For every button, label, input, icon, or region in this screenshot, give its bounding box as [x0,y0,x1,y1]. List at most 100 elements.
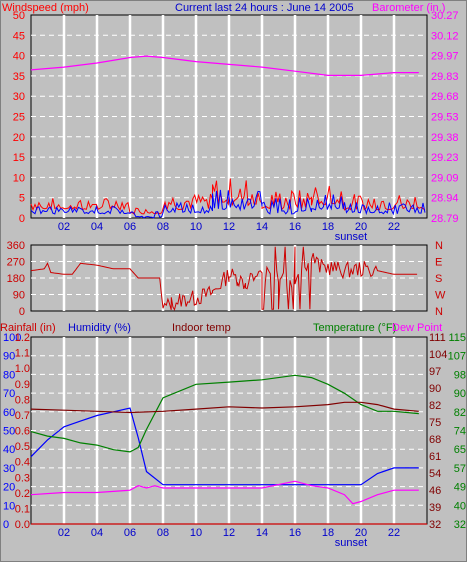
temperature-tick-label: 111 [429,332,446,344]
humidity-line [30,407,419,486]
rainfall-tick-label: 1.0 [15,363,30,375]
barometer-tick-label: 29.38 [431,132,459,144]
dewpoint-tick-label: 65 [454,444,466,456]
humidity-tick-label: 20 [3,482,15,494]
barometer-tick-label: 29.23 [431,152,459,164]
x-tick-label: 10 [190,221,202,233]
dewpoint-tick-label: 115 [448,332,466,344]
x-tick-label: 04 [91,221,103,233]
dewpoint-tick-label: 57 [454,463,466,475]
barometer-axis-title: Barometer (in.) [372,2,446,14]
indoor-temp-title: Indoor temp [172,322,231,334]
compass-tick-label: S [435,273,442,285]
humidity-tick-label: 70 [3,388,15,400]
humidity-tick-label: 0 [3,519,9,531]
x-tick-label: 18 [322,527,334,539]
barometer-tick-label: 29.97 [431,51,459,63]
rainfall-tick-label: 0.8 [15,394,30,406]
humidity-tick-label: 40 [3,444,15,456]
direction-tick-label: 0 [19,306,25,318]
rainfall-tick-label: 0.0 [15,519,30,531]
rainfall-tick-label: 0.2 [15,488,30,500]
x-tick-label: 20 [355,221,367,233]
windspeed-tick-label: 0 [19,213,25,225]
temperature-tick-label: 75 [429,417,441,429]
direction-tick-label: 90 [13,290,25,302]
humidity-tick-label: 50 [3,426,15,438]
rainfall-axis-title: Rainfall (in) [0,322,56,334]
humidity-tick-label: 100 [3,332,21,344]
x-tick-label: 20 [355,527,367,539]
windspeed-line [30,178,426,215]
rainfall-tick-label: 0.3 [15,472,30,484]
windspeed-tick-label: 30 [13,91,25,103]
x-tick-label: 18 [322,221,334,233]
dewpoint-tick-label: 40 [454,500,466,512]
barometer-tick-label: 30.27 [431,10,459,22]
compass-tick-label: N [435,306,443,318]
rainfall-tick-label: 0.4 [15,457,30,469]
temperature-tick-label: 82 [429,400,441,412]
humidity-axis-title: Humidity (%) [68,322,131,334]
windspeed-tick-label: 10 [13,172,25,184]
compass-tick-label: W [435,290,446,302]
direction-tick-label: 270 [7,257,25,269]
dewpoint-tick-label: 32 [454,519,466,531]
barometer-tick-label: 29.68 [431,91,459,103]
rainfall-tick-label: 0.6 [15,426,30,438]
barometer-tick-label: 29.09 [431,172,459,184]
x-tick-label: 04 [91,527,103,539]
dewpoint-tick-label: 107 [448,351,466,363]
dewpoint-tick-label: 82 [454,407,466,419]
x-tick-label: 12 [223,527,235,539]
direction-tick-label: 360 [7,240,25,252]
sunset-label: sunset [335,537,367,549]
humidity-tick-label: 90 [3,351,15,363]
rainfall-tick-label: 0.9 [15,379,30,391]
barometer-tick-label: 29.83 [431,71,459,83]
barometer-tick-label: 28.79 [431,213,459,225]
x-tick-label: 22 [388,527,400,539]
temperature-tick-label: 39 [429,502,441,514]
windspeed-tick-label: 50 [13,10,25,22]
barometer-tick-label: 29.53 [431,112,459,124]
x-tick-label: 08 [157,527,169,539]
x-tick-label: 14 [256,221,268,233]
windspeed-tick-label: 35 [13,71,25,83]
rainfall-tick-label: 0.5 [15,441,30,453]
barometer-tick-label: 28.94 [431,193,459,205]
dew-point-axis-title: Dew Point [392,322,443,334]
humidity-tick-label: 80 [3,369,15,381]
temperature-tick-label: 61 [429,451,441,463]
rainfall-tick-label: 1.1 [15,348,30,360]
direction-line [30,246,418,311]
temperature-tick-label: 97 [429,366,441,378]
temperature-axis-title: Temperature (°F) [313,322,397,334]
x-tick-label: 22 [388,221,400,233]
windspeed-axis-title: Windspeed (mph) [2,2,89,14]
windspeed-tick-label: 25 [13,112,25,124]
rainfall-tick-label: 0.1 [15,503,30,515]
x-tick-label: 08 [157,221,169,233]
barometer-line [30,55,419,77]
humidity-tick-label: 10 [3,500,15,512]
humidity-tick-label: 30 [3,463,15,475]
dewpoint-tick-label: 98 [454,369,466,381]
humidity-tick-label: 60 [3,407,15,419]
direction-tick-label: 180 [7,273,25,285]
gust-line [30,189,426,219]
x-tick-label: 16 [289,527,301,539]
dewpoint-tick-label: 90 [454,388,466,400]
x-tick-label: 10 [190,527,202,539]
x-tick-label: 14 [256,527,268,539]
rainfall-tick-label: 0.7 [15,410,30,422]
temperature-tick-label: 32 [429,519,441,531]
indoor-temp-line [30,401,419,414]
x-tick-label: 12 [223,221,235,233]
temperature-tick-label: 68 [429,434,441,446]
temperature-tick-label: 90 [429,383,441,395]
x-tick-label: 02 [58,221,70,233]
x-tick-label: 16 [289,221,301,233]
